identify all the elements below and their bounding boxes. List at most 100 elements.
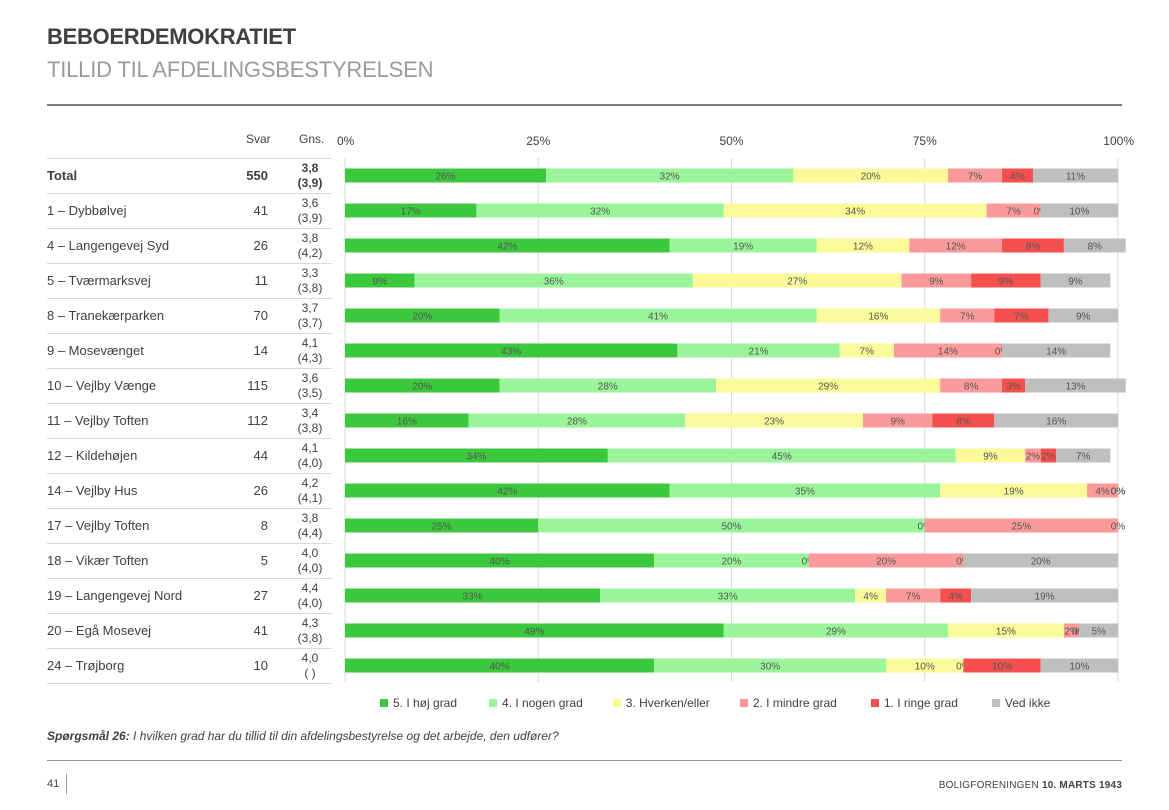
bar-data-label: 12%	[946, 242, 966, 253]
legend-label: 2. I mindre grad	[752, 696, 837, 710]
bar-segment	[723, 623, 948, 638]
question-label: Spørgsmål 26:	[47, 729, 130, 743]
row-label: 10 – Vejlby Vænge	[47, 377, 157, 393]
row-average: 4,1	[301, 440, 319, 455]
legend-label: 1. I ringe grad	[883, 696, 958, 710]
row-label: 20 – Egå Mosevej	[47, 622, 152, 638]
bar-segment	[345, 588, 601, 603]
bar-data-label: 29%	[826, 627, 846, 638]
legend-item: Ved ikke	[991, 696, 1050, 710]
x-tick-label: 75%	[913, 134, 937, 148]
bar-data-label: 30%	[760, 662, 780, 673]
row-label: 12 – Kildehøjen	[47, 447, 138, 463]
column-header-gns: Gns.	[299, 132, 325, 146]
row-average-cell: 4,4 (4,0)	[288, 581, 332, 611]
bar-segment	[600, 588, 856, 603]
bar-segment	[499, 378, 717, 393]
bar-segment	[345, 413, 469, 428]
bar-data-label: 34%	[845, 207, 865, 218]
bar-data-label: 7%	[960, 312, 975, 323]
bar-segment	[924, 518, 1118, 533]
question-body: I hvilken grad har du tillid til din afd…	[129, 729, 559, 743]
row-average-cell: 3,8 (4,4)	[288, 511, 332, 541]
row-average: 4,0	[301, 545, 319, 560]
bar-segment	[816, 308, 941, 323]
row-average-previous: (3,8)	[297, 280, 323, 295]
bar-segment	[1040, 203, 1118, 218]
bar-segment	[886, 658, 964, 673]
bar-segment	[1087, 483, 1118, 498]
bar-data-label: 2%	[1064, 627, 1079, 638]
row-average: 3,6	[301, 195, 319, 210]
legend-swatch	[739, 699, 748, 707]
bar-data-label: 9%	[373, 277, 388, 288]
row-count: 70	[253, 307, 268, 323]
row-average-cell: 3,3 (3,8)	[288, 266, 332, 296]
row-count: 112	[247, 412, 268, 428]
bar-data-label: 7%	[860, 347, 875, 358]
row-label: 9 – Mosevænget	[47, 342, 144, 358]
bar-data-label: 8%	[1026, 242, 1041, 253]
bar-data-label: 5%	[1091, 627, 1106, 638]
bar-data-label: 2%	[1026, 452, 1041, 463]
bar-segment	[932, 413, 995, 428]
bar-segment	[893, 343, 1003, 358]
bar-data-label: 33%	[718, 592, 738, 603]
bar-segment	[963, 553, 1118, 568]
legend-label: 4. I nogen grad	[502, 696, 583, 710]
row-average-cell: 3,8 (4,2)	[288, 231, 332, 261]
row-divider	[47, 193, 332, 194]
row-divider	[47, 298, 332, 299]
stacked-bar-chart: 0% 25% 50% 75% 100% 26% 32% 20% 7% 4% 11% 17% 32% 34%…	[337, 134, 1134, 682]
bar-segment	[345, 553, 655, 568]
row-average-cell: 3,6 (3,5)	[288, 371, 332, 401]
bar-data-label: 4%	[948, 592, 963, 603]
bar-segment	[345, 483, 670, 498]
bar-data-label: 43%	[501, 347, 521, 358]
bar-data-label: 10%	[1069, 662, 1089, 673]
bar-data-label: 7%	[1006, 207, 1021, 218]
row-count: 14	[253, 342, 268, 358]
bar-segment	[994, 308, 1049, 323]
legend-item: 1. I ringe grad	[870, 696, 958, 710]
bar-data-label: 25%	[432, 522, 452, 533]
bar-segment	[971, 588, 1118, 603]
row-average: 3,4	[301, 405, 319, 420]
row-average-previous: (3,7)	[297, 315, 323, 330]
row-average: 4,3	[301, 615, 319, 630]
row-average: 4,2	[301, 475, 319, 490]
row-divider	[47, 543, 332, 544]
row-average-cell: 3,8 (3,9)	[288, 161, 332, 191]
row-average: 3,7	[301, 300, 319, 315]
top-divider	[47, 104, 1122, 106]
row-average-cell: 3,7 (3,7)	[288, 301, 332, 331]
row-average-previous: (3,8)	[297, 420, 323, 435]
bar-segment	[345, 518, 539, 533]
row-label: 8 – Tranekærparken	[47, 307, 165, 323]
bar-data-label: 50%	[721, 522, 741, 533]
bar-data-label: 45%	[772, 452, 792, 463]
row-divider	[47, 368, 332, 369]
row-label: Total	[47, 167, 78, 183]
row-average: 3,3	[301, 265, 319, 280]
row-average-cell: 4,1 (4,0)	[288, 441, 332, 471]
row-average: 3,8	[301, 510, 319, 525]
bar-data-label: 7%	[1076, 452, 1091, 463]
bar-segment	[468, 413, 686, 428]
bar-data-label: 36%	[544, 277, 564, 288]
bar-segment	[345, 168, 546, 183]
bar-segment	[345, 378, 500, 393]
bar-segment	[901, 273, 972, 288]
legend-swatch	[991, 699, 1000, 707]
legend-item: 4. I nogen grad	[489, 696, 583, 710]
bar-segment	[654, 658, 887, 673]
row-count: 550	[246, 167, 268, 183]
row-count: 26	[253, 482, 268, 498]
bar-data-label: 9%	[999, 277, 1014, 288]
bar-segment	[1079, 623, 1118, 638]
bar-data-label: 41%	[648, 312, 668, 323]
bar-segment	[963, 658, 1041, 673]
bar-data-label: 8%	[1088, 242, 1103, 253]
bar-segment	[1025, 448, 1041, 463]
footer-text: BOLIGFORENINGEN 10. MARTS 1943	[939, 780, 1122, 791]
